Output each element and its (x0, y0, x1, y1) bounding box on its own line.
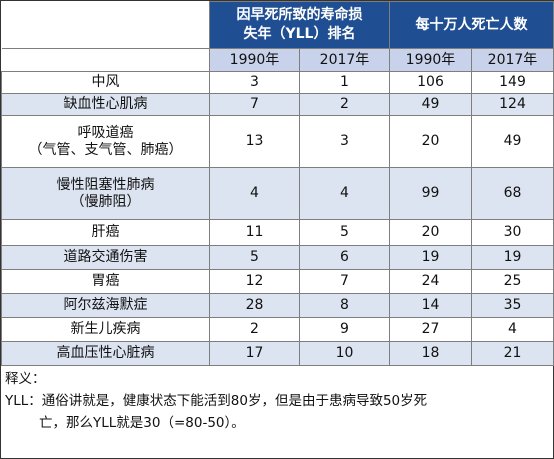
yll-rank-header-line2: 失年（YLL）排名 (243, 26, 356, 42)
disease-name: 高血压性心脏病 (1, 341, 210, 366)
deaths-2017: 68 (471, 167, 554, 220)
deaths-1990: 18 (389, 341, 472, 366)
yll-rank-header: 因早死所致的寿命损 失年（YLL）排名 (209, 1, 390, 49)
disease-ranking-table: 因早死所致的寿命损 失年（YLL）排名 每十万人死亡人数 1990年 2017年… (1, 1, 554, 366)
disease-name-line2: （慢肺阻） (70, 193, 141, 210)
table-row: 道路交通伤害 5 6 19 19 (1, 245, 554, 270)
disease-name: 阿尔兹海默症 (1, 293, 210, 318)
yll-2017: 4 (299, 167, 390, 220)
yll-2017: 9 (299, 317, 390, 342)
table-row: 高血压性心脏病 17 10 18 21 (1, 341, 554, 366)
disease-name: 中风 (1, 71, 210, 94)
yll-1990: 2 (209, 317, 300, 342)
deaths-1990: 27 (389, 317, 472, 342)
table-row: 呼吸道癌 （气管、支气管、肺癌） 13 3 20 49 (1, 115, 554, 168)
deaths-1990: 14 (389, 293, 472, 318)
deaths-2017: 25 (471, 269, 554, 294)
disease-name: 慢性阻塞性肺病 （慢肺阻） (1, 167, 210, 220)
yll-2017: 1 (299, 71, 390, 94)
yll-1990: 13 (209, 115, 300, 168)
table-row: 肝癌 11 5 20 30 (1, 219, 554, 246)
corner-cell (1, 1, 210, 49)
disease-name-line1: 呼吸道癌 (77, 124, 134, 141)
yll-1990: 3 (209, 71, 300, 94)
deaths-1990: 49 (389, 93, 472, 116)
note-line1: YLL：通俗讲就是，健康状态下能活到80岁，但是由于患病导致50岁死 (5, 393, 428, 409)
definition-note: 释义： YLL：通俗讲就是，健康状态下能活到80岁，但是由于患病导致50岁死 亡… (1, 366, 553, 434)
year-header: 1990年 (389, 48, 472, 72)
disease-name: 呼吸道癌 （气管、支气管、肺癌） (1, 115, 210, 168)
yll-2017: 8 (299, 293, 390, 318)
table-row: 阿尔兹海默症 28 8 14 35 (1, 293, 554, 318)
table-row: 缺血性心肌病 7 2 49 124 (1, 93, 554, 116)
year-header: 2017年 (471, 48, 554, 72)
yll-2017: 5 (299, 219, 390, 246)
deaths-2017: 4 (471, 317, 554, 342)
deaths-2017: 35 (471, 293, 554, 318)
yll-1990: 28 (209, 293, 300, 318)
disease-name: 缺血性心肌病 (1, 93, 210, 116)
deaths-1990: 106 (389, 71, 472, 94)
table-row: 新生儿疾病 2 9 27 4 (1, 317, 554, 342)
deaths-1990: 20 (389, 115, 472, 168)
deaths-2017: 19 (471, 245, 554, 270)
deaths-2017: 21 (471, 341, 554, 366)
disease-name: 道路交通伤害 (1, 245, 210, 270)
yll-rank-header-line1: 因早死所致的寿命损 (236, 7, 363, 23)
yll-2017: 7 (299, 269, 390, 294)
table-row: 慢性阻塞性肺病 （慢肺阻） 4 4 99 68 (1, 167, 554, 220)
yll-1990: 7 (209, 93, 300, 116)
deaths-1990: 20 (389, 219, 472, 246)
table-row: 中风 3 1 106 149 (1, 71, 554, 94)
year-header: 1990年 (209, 48, 300, 72)
disease-name: 新生儿疾病 (1, 317, 210, 342)
note-title: 释义： (5, 371, 46, 387)
yll-1990: 5 (209, 245, 300, 270)
yll-1990: 17 (209, 341, 300, 366)
deaths-1990: 24 (389, 269, 472, 294)
yll-1990: 12 (209, 269, 300, 294)
death-rate-header: 每十万人死亡人数 (389, 1, 554, 49)
yll-1990: 4 (209, 167, 300, 220)
yll-2017: 6 (299, 245, 390, 270)
deaths-2017: 149 (471, 71, 554, 94)
disease-name: 胃癌 (1, 269, 210, 294)
deaths-2017: 30 (471, 219, 554, 246)
corner-cell-sub (1, 48, 210, 72)
table-row: 胃癌 12 7 24 25 (1, 269, 554, 294)
deaths-2017: 49 (471, 115, 554, 168)
disease-name-line2: （气管、支气管、肺癌） (28, 141, 183, 158)
deaths-1990: 19 (389, 245, 472, 270)
disease-name-line1: 慢性阻塞性肺病 (56, 176, 155, 193)
note-line2: 亡，那么YLL就是30（=80-50）。 (39, 415, 245, 431)
yll-2017: 3 (299, 115, 390, 168)
yll-1990: 11 (209, 219, 300, 246)
year-header: 2017年 (299, 48, 390, 72)
deaths-2017: 124 (471, 93, 554, 116)
yll-2017: 2 (299, 93, 390, 116)
disease-name: 肝癌 (1, 219, 210, 246)
yll-2017: 10 (299, 341, 390, 366)
deaths-1990: 99 (389, 167, 472, 220)
